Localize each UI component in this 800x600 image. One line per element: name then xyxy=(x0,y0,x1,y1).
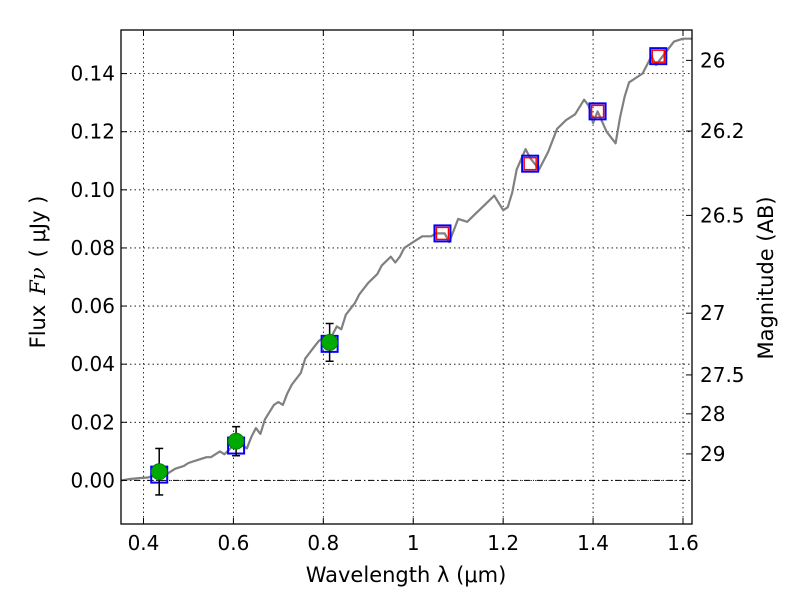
right-axis-tick-label: 28 xyxy=(700,402,725,426)
right-axis-tick-label: 27 xyxy=(700,301,725,325)
y-axis-label-text: Flux xyxy=(26,305,50,349)
right-axis-tick-label: 27.5 xyxy=(700,363,745,387)
x-tick-label: 1 xyxy=(407,531,420,555)
y-tick-label: 0.08 xyxy=(70,236,115,260)
x-tick-label: 0.8 xyxy=(307,531,339,555)
right-axis-tick-label: 26.2 xyxy=(700,119,745,143)
red-square-marker xyxy=(435,226,450,241)
x-tick-label: 0.4 xyxy=(128,531,160,555)
right-axis-tick-label: 26 xyxy=(700,48,725,72)
plot-frame xyxy=(120,29,693,525)
y-axis-label: Flux Fν ( μJy ) xyxy=(26,196,50,349)
y-tick-label: 0.06 xyxy=(70,294,115,318)
y-tick-label: 0.02 xyxy=(70,410,115,434)
right-axis-tick-label: 29 xyxy=(700,442,725,466)
y-axis-label-unit: ( μJy ) xyxy=(26,196,50,258)
ticks xyxy=(121,30,692,524)
y-tick-label: 0.12 xyxy=(70,120,115,144)
x-axis-label: Wavelength λ (μm) xyxy=(306,563,507,587)
blue-square-marker xyxy=(649,47,668,66)
red-square-marker xyxy=(523,156,537,171)
green-data-point xyxy=(227,432,245,450)
y-tick-label: 0.04 xyxy=(70,352,115,376)
series-layer xyxy=(120,37,692,496)
y-tick-label: 0.00 xyxy=(70,468,115,492)
right-axis-tick-label: 26.5 xyxy=(700,203,745,227)
right-axis-label: Magnitude (AB) xyxy=(754,196,778,359)
blue-square-marker xyxy=(521,154,540,173)
green-data-point xyxy=(150,463,168,481)
x-tick-label: 1.6 xyxy=(667,531,699,555)
x-tick-label: 0.6 xyxy=(217,531,249,555)
blue-square-marker xyxy=(588,102,607,121)
x-tick-label: 1.4 xyxy=(577,531,609,555)
y-tick-label: 0.14 xyxy=(70,62,115,86)
y-tick-label: 0.10 xyxy=(70,178,115,202)
green-data-point xyxy=(321,333,339,351)
tick-labels: 0.4 0.6 0.8 1 1.2 1.4 1.6 0.00 0.02 0.04 0.06 0.08 0… xyxy=(70,48,744,555)
red-square-marker xyxy=(590,104,605,119)
blue-square-marker xyxy=(433,224,452,243)
x-tick-label: 1.2 xyxy=(487,531,519,555)
y-axis-label-symbol: Fν xyxy=(26,267,50,296)
red-square-marker xyxy=(651,49,666,63)
